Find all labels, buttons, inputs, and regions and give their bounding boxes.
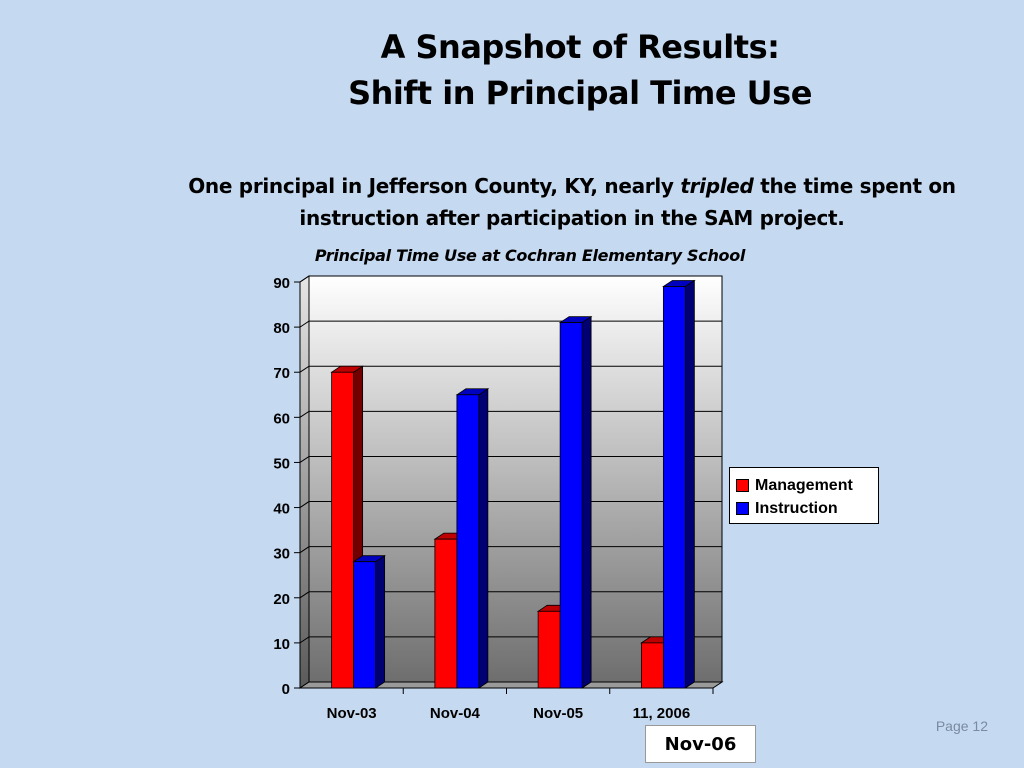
subtitle-emphasis: tripled <box>680 174 754 198</box>
bar-instruction-2 <box>558 315 593 689</box>
y-tick-label: 40 <box>273 501 290 518</box>
title-line-1: A Snapshot of Results: <box>380 28 780 66</box>
y-tick-label: 80 <box>273 320 290 337</box>
x-tick-label: Nov-03 <box>327 705 377 722</box>
y-tick-label: 70 <box>273 365 290 382</box>
legend-item-instruction: Instruction <box>736 497 878 520</box>
subtitle-pre: One principal in Jefferson County, KY, n… <box>188 174 681 198</box>
legend-swatch-instruction <box>736 502 749 515</box>
legend-swatch-management <box>736 479 749 492</box>
chart-legend: Management Instruction <box>729 467 879 524</box>
y-tick-label: 20 <box>273 591 290 608</box>
y-tick-label: 60 <box>273 410 290 427</box>
x-tick-label: 11, 2006 <box>633 705 691 722</box>
y-tick-label: 90 <box>273 275 290 292</box>
x-tick-label: Nov-05 <box>533 705 583 722</box>
subtitle-post: the time spent on instruction after part… <box>299 174 956 230</box>
page-number: Page 12 <box>935 718 988 734</box>
slide-title: A Snapshot of Results: Shift in Principa… <box>250 24 910 116</box>
bar-instruction-3 <box>662 279 696 689</box>
y-tick-label: 0 <box>282 681 290 698</box>
y-tick-label: 50 <box>273 455 290 472</box>
callout-box: Nov-06 <box>645 725 756 763</box>
bar-instruction-1 <box>455 388 490 689</box>
x-tick-label: Nov-04 <box>430 705 481 722</box>
legend-label-management: Management <box>755 476 853 494</box>
legend-item-management: Management <box>736 474 878 497</box>
y-tick-label: 10 <box>273 636 290 653</box>
y-tick-label: 30 <box>273 546 290 563</box>
bar-instruction-0 <box>352 554 386 689</box>
chart-title: Principal Time Use at Cochran Elementary… <box>314 246 746 265</box>
legend-label-instruction: Instruction <box>755 499 838 517</box>
title-line-2: Shift in Principal Time Use <box>348 74 812 112</box>
slide-subtitle: One principal in Jefferson County, KY, n… <box>150 170 994 234</box>
chart-side-wall <box>299 275 310 689</box>
gridline <box>299 275 722 283</box>
